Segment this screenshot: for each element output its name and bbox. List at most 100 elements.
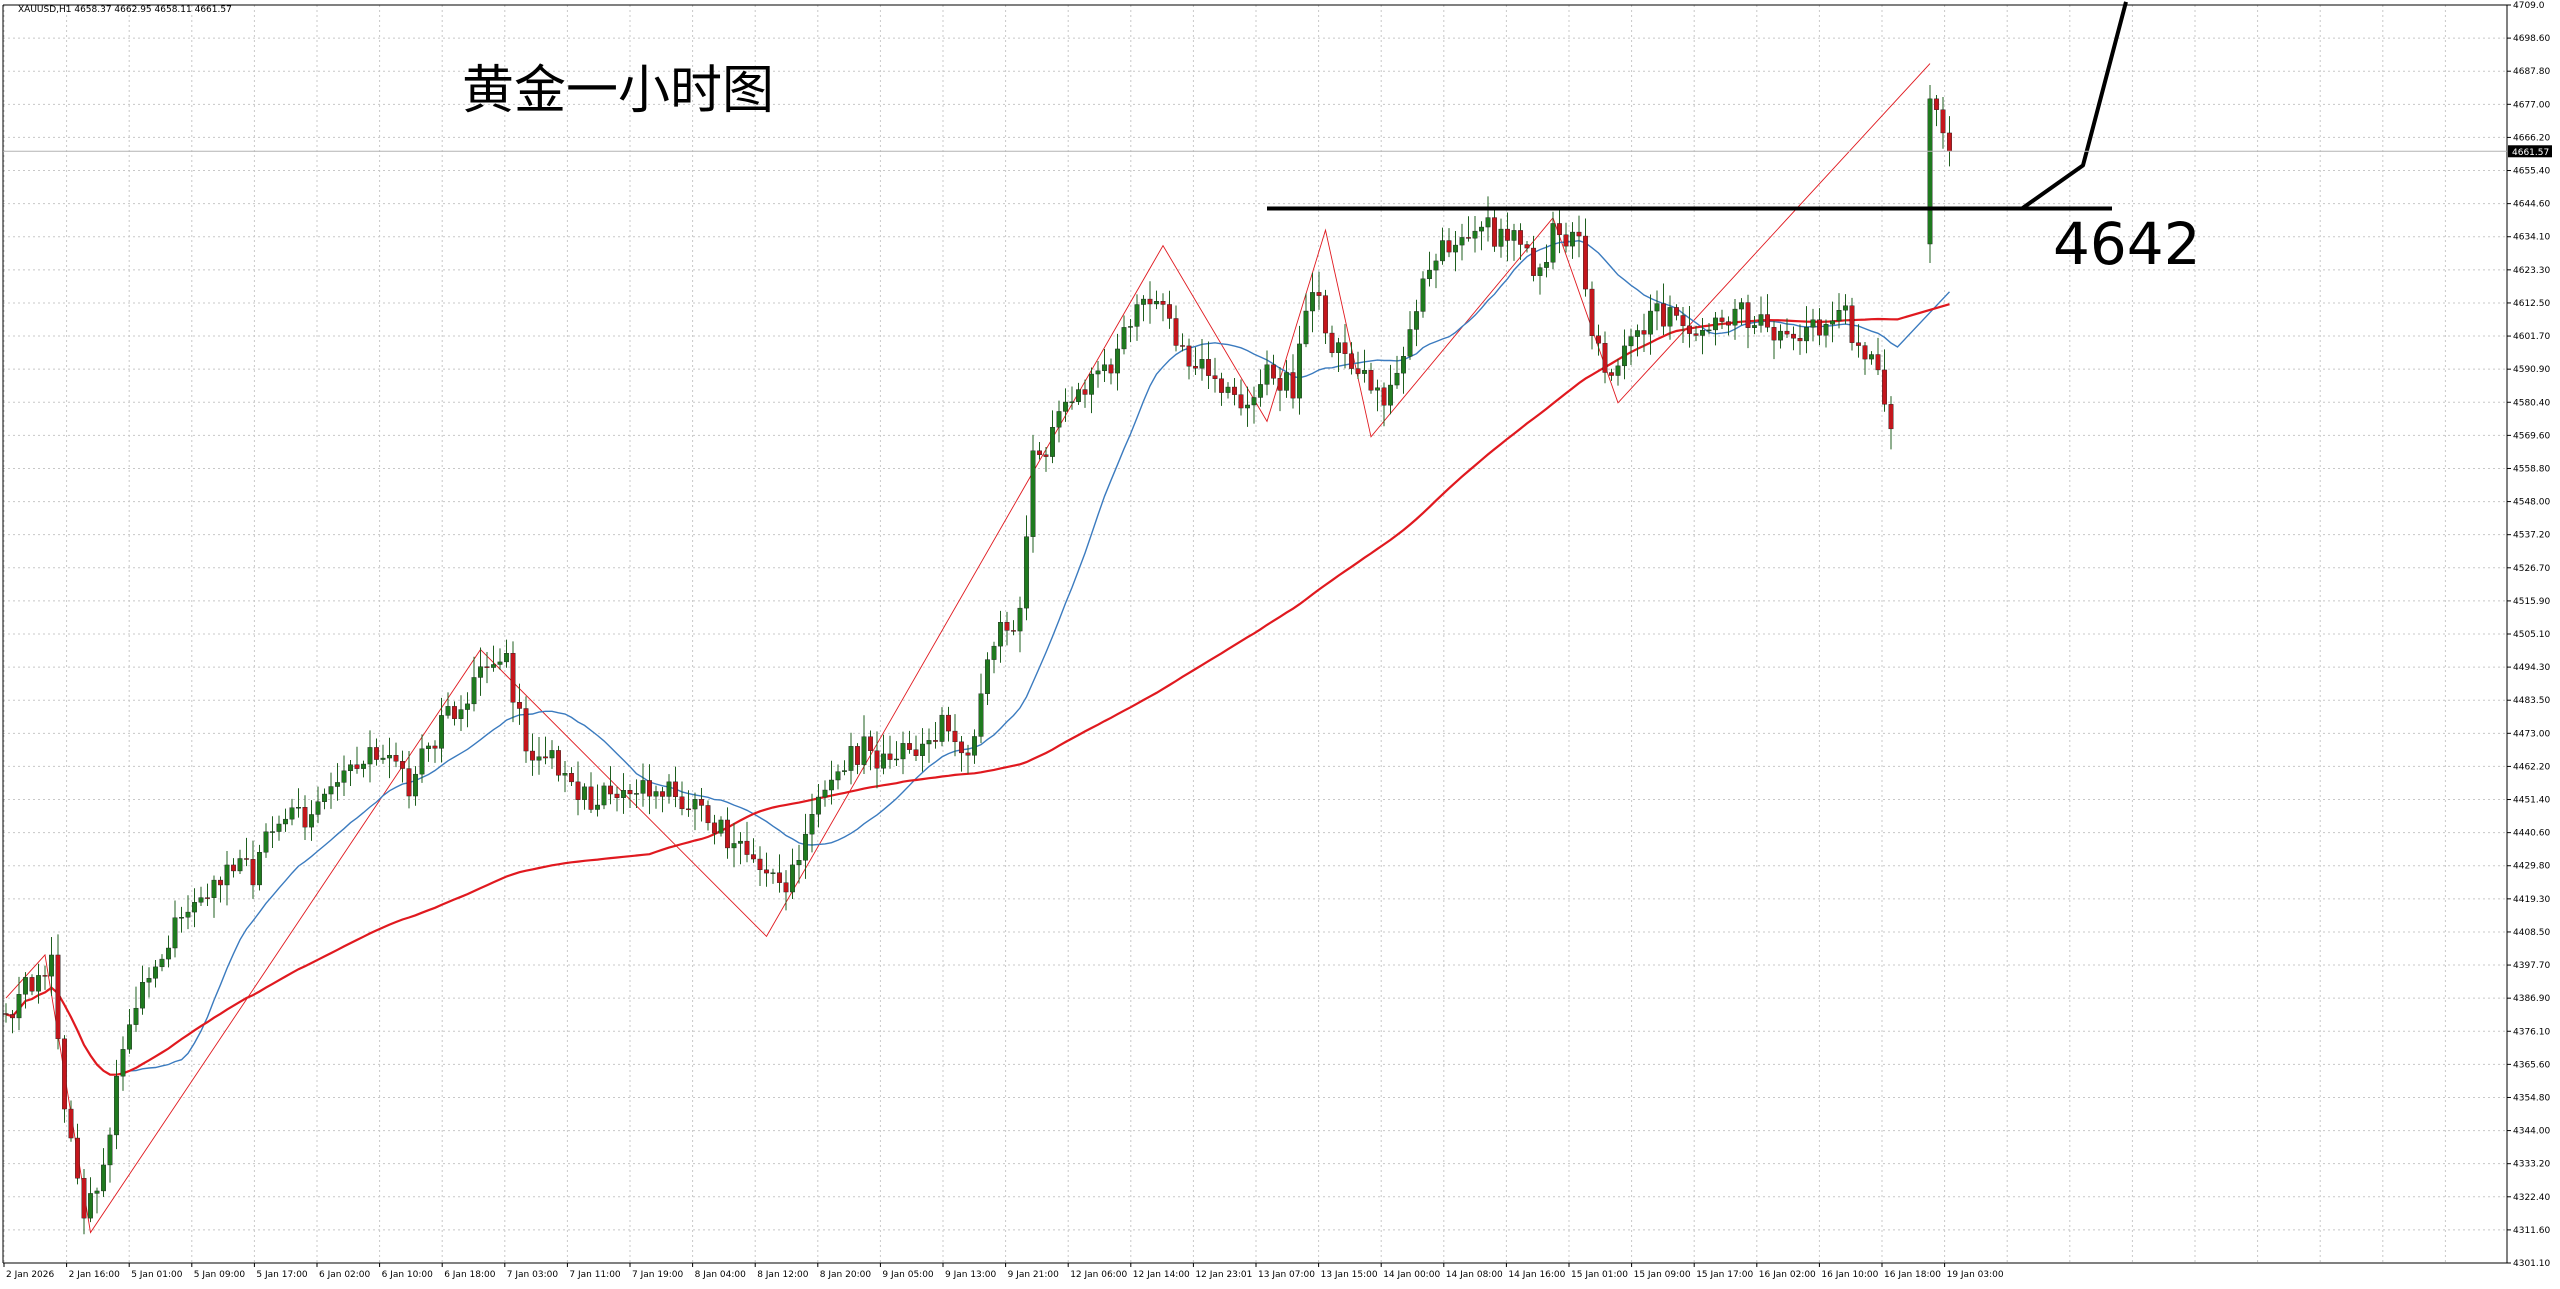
candle-body [653, 791, 659, 797]
candle-body [1271, 364, 1276, 379]
candle-body [595, 804, 600, 810]
candle-body [432, 745, 438, 749]
candle-body [1232, 386, 1237, 395]
candle-body [302, 807, 308, 828]
y-tick-label: 4580.40 [2513, 398, 2550, 408]
candle-body [1830, 320, 1835, 325]
candle-body [679, 796, 685, 810]
x-tick-label: 13 Jan 07:00 [1258, 1270, 1315, 1280]
candle-body [452, 706, 457, 719]
candle-body [1342, 342, 1348, 354]
candle-body [270, 831, 275, 833]
candle-body [1940, 109, 1946, 134]
candle-body [1615, 365, 1621, 376]
candle-body [36, 975, 41, 992]
candle-body [738, 840, 743, 844]
candle-body [114, 1075, 119, 1136]
candle-body [1622, 345, 1627, 367]
level-label: 4642 [2053, 210, 2201, 278]
candle-body [68, 1108, 74, 1139]
candle-body [283, 818, 288, 825]
candle-body [1284, 372, 1289, 391]
candle-body [1784, 330, 1790, 335]
candle-body [1414, 311, 1419, 330]
y-tick-label: 4698.60 [2513, 34, 2550, 44]
x-tick-label: 9 Jan 05:00 [882, 1270, 934, 1280]
candle-body [205, 897, 210, 899]
candle-body [972, 736, 977, 756]
candle-body [530, 750, 535, 761]
candle-body [1531, 247, 1536, 276]
candle-body [1069, 401, 1075, 403]
candle-body [1329, 332, 1335, 353]
candle-body [588, 786, 594, 810]
candle-body [192, 902, 197, 913]
y-tick-label: 4612.50 [2513, 299, 2550, 309]
candle-body [1927, 98, 1933, 245]
y-tick-label: 4687.80 [2513, 67, 2550, 77]
candle-body [764, 869, 769, 874]
x-tick-label: 8 Jan 12:00 [757, 1270, 809, 1280]
candle-body [848, 746, 854, 771]
y-tick-label: 4548.00 [2513, 498, 2550, 508]
candle-body [517, 702, 522, 709]
candle-body [582, 786, 587, 800]
candle-body [1115, 348, 1120, 374]
x-tick-label: 5 Jan 09:00 [194, 1270, 246, 1280]
candle-body [770, 872, 776, 874]
candle-body [1199, 359, 1205, 369]
candle-body [959, 741, 964, 754]
candle-body [829, 779, 834, 791]
candle-body [1817, 319, 1822, 336]
y-tick-label: 4429.80 [2513, 862, 2550, 872]
candle-body [1680, 315, 1686, 327]
candle-body [803, 833, 808, 861]
candle-body [289, 807, 295, 820]
candle-body [1550, 223, 1556, 263]
candle-body [777, 872, 782, 883]
candle-body [198, 897, 204, 903]
candle-body [751, 854, 756, 860]
candle-body [1128, 326, 1133, 328]
candle-body [1485, 217, 1491, 228]
candle-body [647, 780, 652, 797]
candle-body [1563, 234, 1569, 247]
candle-body [1524, 244, 1530, 249]
candle-body [354, 764, 360, 769]
candle-body [712, 822, 717, 834]
candle-body [1849, 305, 1855, 343]
candle-body [1739, 302, 1744, 310]
candle-body [49, 954, 54, 977]
candle-body [62, 1038, 67, 1110]
candle-body [523, 708, 529, 752]
candle-body [263, 831, 269, 853]
candle-body [1219, 378, 1224, 393]
candle-body [504, 653, 509, 663]
candle-body [1316, 292, 1322, 296]
candle-body [640, 780, 646, 794]
candle-body [861, 736, 867, 765]
candle-body [744, 840, 750, 855]
candle-body [1121, 327, 1127, 350]
candle-body [1004, 622, 1010, 631]
candle-body [1888, 404, 1894, 430]
candle-body [140, 981, 145, 1009]
candle-body [1134, 304, 1140, 327]
x-tick-label: 6 Jan 10:00 [382, 1270, 434, 1280]
candle-body [1589, 288, 1595, 336]
x-tick-label: 12 Jan 23:01 [1195, 1270, 1252, 1280]
candle-body [1706, 329, 1712, 332]
y-tick-label: 4301.10 [2513, 1259, 2550, 1269]
candle-body [855, 746, 860, 765]
y-tick-label: 4365.60 [2513, 1060, 2550, 1070]
candle-body [634, 793, 639, 795]
candle-body [1368, 370, 1374, 391]
candle-body [1063, 401, 1068, 412]
candle-body [133, 1007, 139, 1025]
candle-body [556, 750, 561, 776]
candle-body [315, 801, 321, 815]
y-tick-label: 4537.20 [2513, 531, 2550, 541]
y-tick-label: 4408.50 [2513, 928, 2550, 938]
candle-body [1186, 345, 1192, 367]
